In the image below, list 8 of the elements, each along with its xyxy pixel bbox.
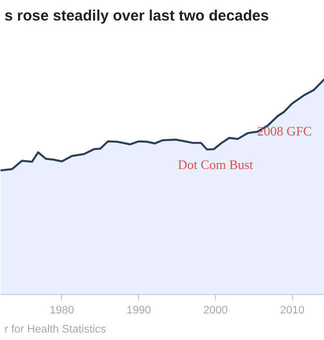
x-tick-label: 1980 [50,304,74,316]
chart-title: s rose steadily over last two decades [4,8,269,24]
text: r for Health Statistics [4,324,106,336]
annotation: Dot Com Bust [178,157,254,172]
x-tick-label: 2010 [280,304,305,316]
x-tick-label: 1990 [126,304,151,316]
x-tick-label: 2000 [203,304,228,316]
annotation: 2008 GFC [257,124,312,139]
